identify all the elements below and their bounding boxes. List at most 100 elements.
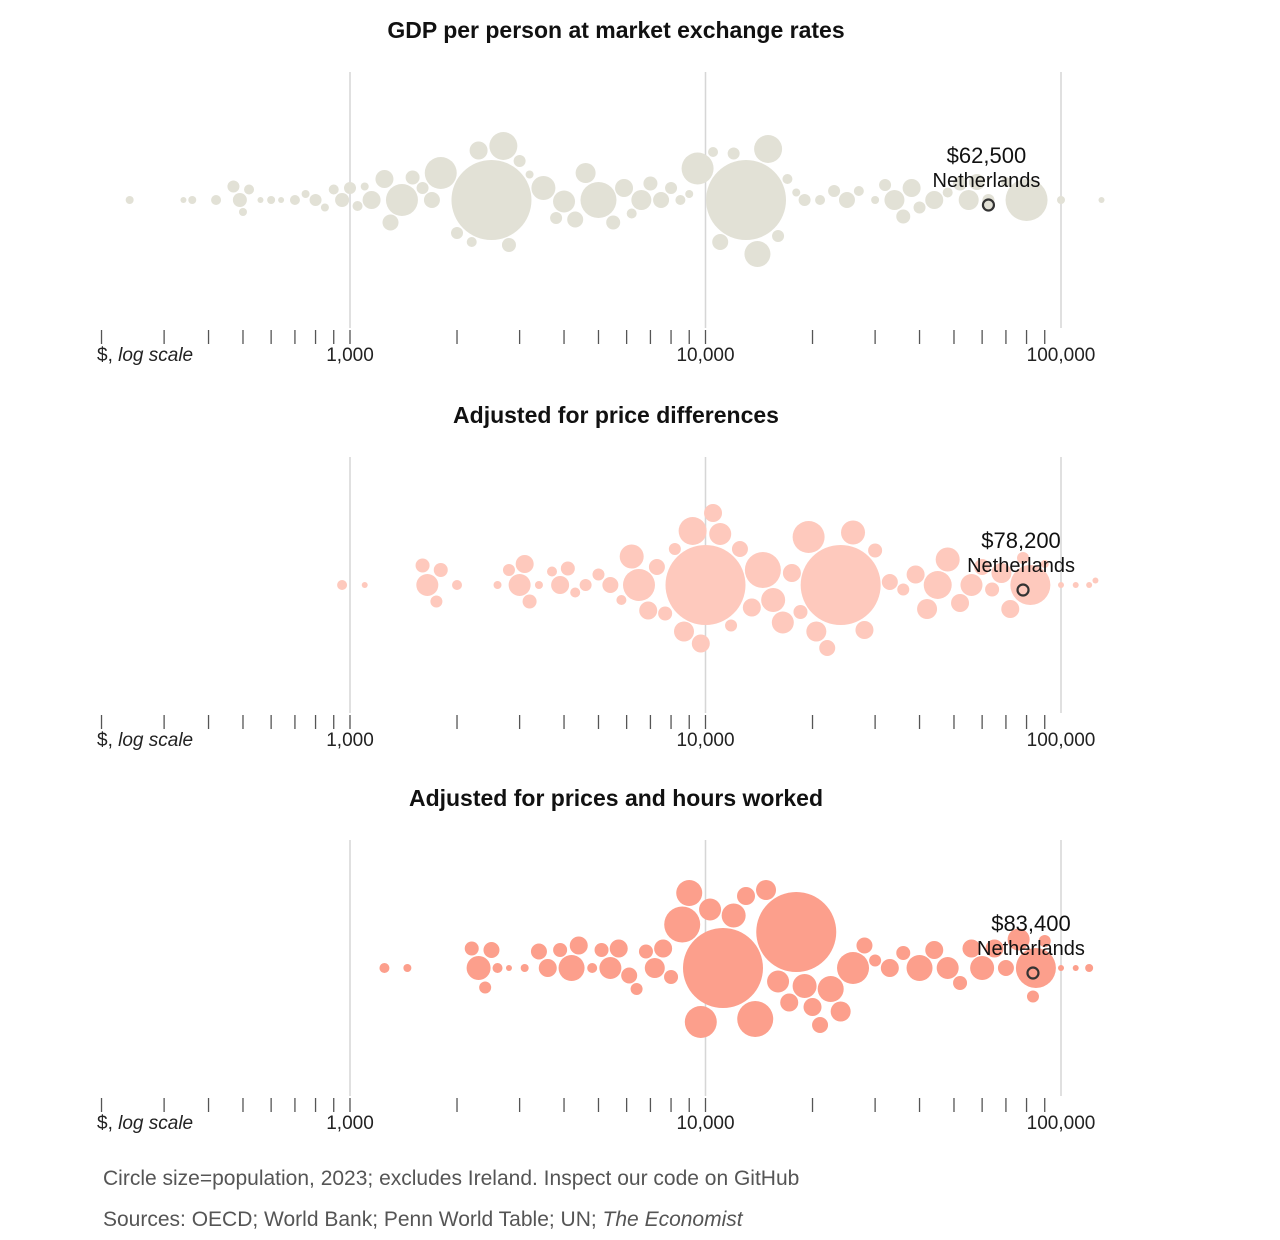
country-bubble (936, 957, 959, 979)
country-bubble (706, 160, 787, 240)
country-bubble (960, 574, 983, 596)
country-bubble (664, 970, 679, 984)
country-bubble (871, 196, 880, 204)
country-bubble (792, 188, 801, 197)
country-bubble (405, 170, 420, 185)
country-bubble (742, 598, 761, 617)
country-bubble (531, 176, 556, 200)
country-bubble (569, 936, 588, 955)
country-bubble (492, 963, 503, 973)
x-tick-label: 10,000 (676, 345, 734, 366)
country-bubble (1057, 196, 1065, 204)
country-bubble (913, 201, 926, 214)
country-bubble (853, 186, 864, 196)
country-bubble (771, 611, 794, 634)
country-bubble (433, 563, 448, 577)
country-bubble (570, 587, 581, 598)
country-bubble (782, 564, 801, 582)
x-tick-label: 10,000 (676, 730, 734, 751)
country-bubble (1072, 582, 1079, 588)
country-bubble (691, 634, 710, 653)
country-bubble (553, 190, 576, 213)
country-bubble (382, 214, 399, 231)
country-bubble (906, 565, 925, 584)
country-bubble (815, 195, 826, 205)
highlight-value-label: $83,400 (991, 911, 1071, 936)
highlight-marker (981, 198, 996, 212)
country-bubble (970, 956, 995, 980)
highlight-country-label: Netherlands (977, 938, 1085, 960)
country-bubble (1005, 179, 1048, 221)
country-bubble (379, 963, 390, 973)
country-bubble (587, 963, 598, 973)
country-bubble (534, 581, 543, 589)
country-bubble (644, 958, 665, 978)
country-bubble (709, 523, 732, 545)
country-bubble (682, 928, 763, 1008)
sources-text: Sources: OECD; World Bank; Penn World Ta… (103, 1208, 603, 1231)
highlight-marker (1016, 583, 1030, 597)
country-bubble (619, 544, 644, 569)
country-bubble (721, 903, 746, 928)
country-bubble (1098, 197, 1105, 203)
country-bubble (538, 959, 557, 977)
country-bubble (1000, 177, 1011, 187)
country-bubble (880, 959, 899, 977)
country-bubble (856, 937, 873, 954)
country-bubble (592, 568, 605, 581)
country-bubble (415, 558, 430, 573)
note-sources: Sources: OECD; World Bank; Penn World Ta… (103, 1208, 743, 1232)
country-bubble (479, 981, 492, 994)
country-bubble (546, 566, 557, 577)
country-bubble (1085, 964, 1094, 972)
country-bubble (501, 238, 516, 252)
country-bubble (630, 983, 643, 995)
country-bubble (727, 147, 740, 160)
country-bubble (704, 504, 723, 522)
country-bubble (935, 547, 960, 572)
country-bubble (508, 574, 531, 596)
country-bubble (906, 955, 933, 981)
country-bubble (953, 176, 968, 191)
country-bubble (335, 193, 350, 207)
country-bubble (513, 155, 526, 167)
country-bubble (962, 939, 981, 958)
country-bubble (902, 179, 921, 197)
country-bubble (643, 176, 658, 191)
axis-unit-label: $, log scale (97, 345, 193, 366)
country-bubble (782, 174, 793, 184)
country-bubble (631, 190, 652, 210)
highlight-marker (1026, 966, 1040, 980)
country-bubble (452, 580, 463, 590)
country-bubble (1058, 582, 1064, 588)
country-bubble (817, 976, 844, 1002)
country-bubble (530, 943, 547, 960)
country-bubble (469, 141, 488, 160)
country-bubble (792, 521, 825, 553)
country-bubble (451, 227, 464, 239)
country-bubble (360, 182, 369, 191)
country-bubble (639, 601, 658, 620)
country-bubble (800, 545, 881, 625)
country-bubble (615, 179, 634, 197)
country-bubble (257, 197, 264, 203)
country-bubble (648, 559, 665, 575)
country-bubble (560, 561, 575, 576)
country-bubble (505, 965, 512, 971)
country-bubble (267, 196, 276, 204)
country-bubble (896, 209, 911, 224)
sources-italic: The Economist (602, 1208, 743, 1231)
country-bubble (489, 132, 518, 160)
country-bubble (558, 955, 585, 981)
country-bubble (385, 184, 418, 216)
country-bubble (522, 594, 537, 609)
country-bubble (289, 195, 300, 205)
country-bubble (737, 887, 756, 905)
country-bubble (580, 182, 617, 218)
country-bubble (653, 192, 670, 208)
country-bubble (344, 182, 356, 194)
country-bubble (917, 599, 938, 619)
chart-title: Adjusted for prices and hours worked (409, 785, 823, 811)
country-bubble (616, 595, 627, 605)
country-bubble (744, 552, 781, 588)
